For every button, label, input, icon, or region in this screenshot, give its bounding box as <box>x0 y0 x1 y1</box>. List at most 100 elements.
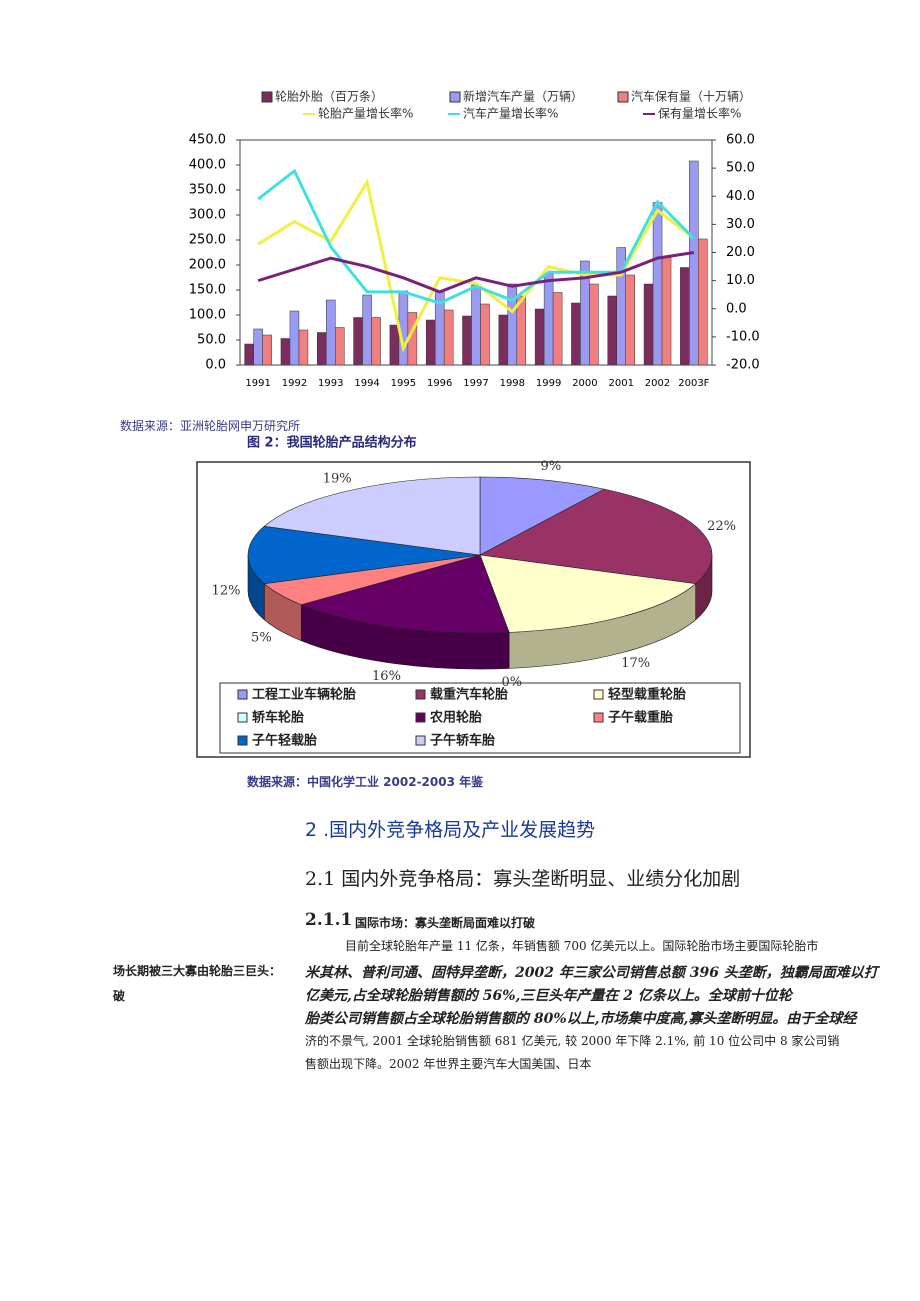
pie-slice <box>479 476 606 556</box>
paragraph-line: 亿美元,占全球轮胎销售额的 56%,三巨头年产量在 2 亿条以上。全球前十位轮 <box>305 988 792 1004</box>
y-tick-label: 50.0 <box>197 333 226 348</box>
bar <box>643 283 654 366</box>
bar <box>353 317 363 366</box>
legend-label: 子午载重胎 <box>608 710 673 726</box>
pie-slice <box>300 554 510 634</box>
pie-slice <box>479 554 697 633</box>
y2-tick-label: 40.0 <box>726 189 755 204</box>
bar <box>443 309 454 366</box>
legend-swatch <box>415 689 426 700</box>
x-tick-label: 1996 <box>427 378 452 389</box>
line <box>257 178 695 353</box>
bar <box>480 303 490 366</box>
legend-label: 轮胎产量增长率% <box>318 106 413 121</box>
x-tick-label: 1999 <box>536 378 561 389</box>
x-tick-label: 2003F <box>678 378 709 389</box>
pie-value-label: 22% <box>707 519 736 534</box>
bar <box>607 295 617 366</box>
bar <box>516 295 527 366</box>
bar <box>280 338 291 366</box>
legend-swatch <box>261 91 273 103</box>
heading-2: 2 .国内外竞争格局及产业发展趋势 <box>305 819 596 841</box>
pie-value-label: 9% <box>541 459 562 474</box>
legend-swatch <box>617 91 629 103</box>
x-tick-label: 1994 <box>354 378 379 389</box>
y-tick-label: 300.0 <box>189 208 226 223</box>
y-tick-label: 400.0 <box>189 158 226 173</box>
y2-tick-label: -20.0 <box>726 358 760 373</box>
pie-slice <box>263 476 481 556</box>
y-tick-label: 100.0 <box>189 308 226 323</box>
y2-tick-label: 30.0 <box>726 217 755 232</box>
paragraph-line: 米其林、普利司通、固特异垄断，2002 年三家公司销售总额 396 头垄断，独霸… <box>305 965 878 981</box>
x-tick-label: 1997 <box>463 378 488 389</box>
legend-label: 轻型载重轮胎 <box>608 687 686 703</box>
bar <box>471 284 481 366</box>
x-tick-label: 2000 <box>572 378 597 389</box>
paragraph-line: 目前全球轮胎年产量 11 亿条，年销售额 700 亿美元以上。国际轮胎市场主要国… <box>345 939 819 953</box>
pie-slice <box>247 525 481 585</box>
y-tick-label: 150.0 <box>189 283 226 298</box>
bar <box>680 267 690 366</box>
heading-2-1: 2.1 国内外竞争格局：寡头垄断明显、业绩分化加剧 <box>305 868 741 890</box>
legend-swatch <box>237 735 248 746</box>
heading-2-1-1-text: 国际市场：寡头垄断局面难以打破 <box>355 916 536 930</box>
legend-swatch <box>593 712 604 723</box>
x-tick-label: 1993 <box>318 378 343 389</box>
y2-tick-label: 60.0 <box>726 133 755 148</box>
y2-tick-label: 0.0 <box>726 301 747 316</box>
bar <box>534 308 545 366</box>
legend-label: 农用轮胎 <box>429 710 482 726</box>
legend-swatch <box>237 689 248 700</box>
bar <box>652 202 663 366</box>
y-tick-label: 0.0 <box>205 358 226 373</box>
legend-label: 子午轻载胎 <box>252 733 317 749</box>
y-tick-label: 250.0 <box>189 233 226 248</box>
bar <box>371 317 381 366</box>
legend-label: 轮胎外胎（百万条） <box>275 90 383 104</box>
legend-label: 轿车轮胎 <box>252 710 304 726</box>
y2-tick-label: 50.0 <box>726 161 755 176</box>
pie-value-label: 12% <box>212 584 241 599</box>
bar <box>335 327 345 366</box>
bar <box>362 294 372 366</box>
bar <box>543 273 554 366</box>
pie-value-label: 16% <box>372 669 401 684</box>
pie-value-label: 19% <box>323 471 352 486</box>
bar <box>298 329 309 366</box>
legend-label: 汽车产量增长率% <box>463 106 558 121</box>
bar <box>571 302 581 366</box>
bar <box>462 315 472 366</box>
y-tick-label: 450.0 <box>189 133 226 148</box>
bar <box>552 292 563 366</box>
pie-legend-box <box>219 682 741 754</box>
paragraph-line: 济的不景气, 2001 全球轮胎销售额 681 亿美元, 较 2000 年下降 … <box>305 1034 840 1048</box>
charts: 图 2：我国轮胎产品结构分布 0.0 50.0 100.0 150.0 200.0 250… <box>189 89 760 758</box>
bar <box>289 310 300 366</box>
source-2: 数据来源：中国化学工业 2002-2003 年鉴 <box>247 775 484 789</box>
legend-swatch <box>237 712 248 723</box>
pie-title: 图 2：我国轮胎产品结构分布 <box>247 435 417 451</box>
x-tick-label: 2002 <box>645 378 670 389</box>
legend-swatch <box>415 712 426 723</box>
bar <box>698 238 708 366</box>
margin-note: 破 <box>113 989 126 1003</box>
bar <box>326 299 336 366</box>
bar <box>625 274 635 366</box>
x-tick-label: 1995 <box>391 378 416 389</box>
bar <box>498 314 509 366</box>
legend-label: 载重汽车轮胎 <box>430 687 508 703</box>
legend-swatch <box>593 689 604 700</box>
y-tick-label: 350.0 <box>189 183 226 198</box>
bar <box>317 332 327 366</box>
x-tick-label: 1991 <box>245 378 270 389</box>
paragraph-line: 胎类公司销售额占全球轮胎销售额的 80%以上,市场集中度高,寡头垄断明显。由于全… <box>305 1011 857 1027</box>
heading-2-1-1-number: 2.1.1 <box>305 910 353 930</box>
legend-swatch <box>449 91 461 103</box>
legend-label: 新增汽车产量（万辆） <box>463 89 583 104</box>
legend-label: 汽车保有量（十万辆） <box>631 89 751 104</box>
bar <box>244 343 254 366</box>
x-tick-label: 2001 <box>609 378 634 389</box>
margin-note: 场长期被三大寡由轮胎三巨头： <box>113 964 282 978</box>
